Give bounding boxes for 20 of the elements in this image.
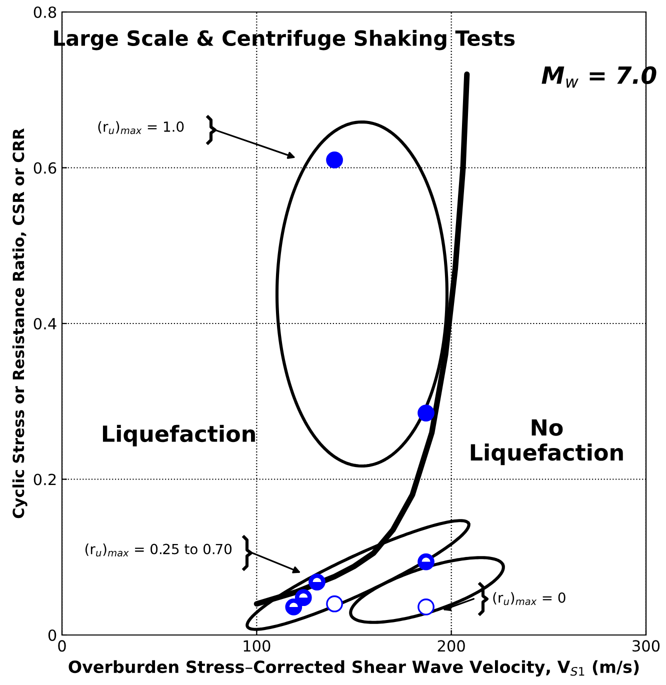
point: [418, 404, 434, 422]
annotation: Liquefaction: [102, 424, 255, 446]
y-axis-title: Cyclic Stress or Resistance Ratio, CSR or CRR: [12, 128, 28, 518]
annotation: (r$_{u}$)$_{max}$ = 0.25 to 0.70: [85, 544, 232, 557]
annotation: (r$_{u}$)$_{max}$ = 1.0: [98, 121, 184, 134]
x-tick-label: 100: [244, 640, 270, 652]
y-tick-label: 0.2: [34, 474, 56, 486]
y-tick-label: 0.4: [34, 318, 56, 330]
annotation: No Liquefaction: [470, 419, 623, 466]
point: [326, 595, 343, 612]
y-tick-label: 0.6: [34, 162, 56, 174]
point: [326, 152, 343, 168]
x-tick-label: 200: [438, 640, 465, 652]
x-tick-label: 0: [58, 640, 66, 652]
y-tick-label: 0: [48, 629, 56, 642]
y-tick-label: 0.8: [34, 6, 56, 18]
x-tick-label: 300: [632, 640, 660, 652]
x-axis-title: Overburden Stress–Corrected Shear Wave Velocity, V$_{S1}$ (m/s): [68, 660, 639, 676]
annotation: (r$_{u}$)$_{max}$ = 0: [493, 592, 566, 606]
point: [418, 598, 434, 616]
